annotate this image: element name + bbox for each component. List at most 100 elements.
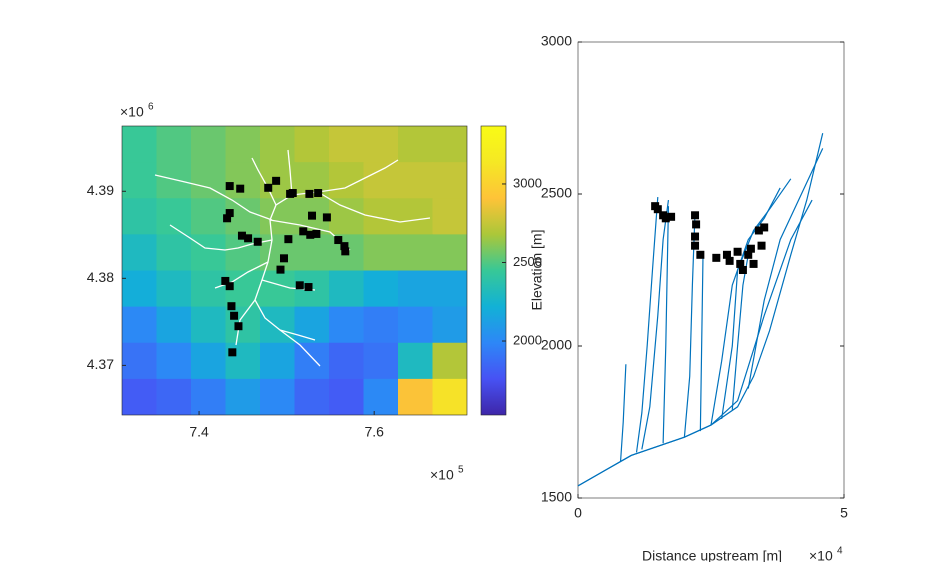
dem-cell bbox=[225, 342, 261, 380]
knickpoint bbox=[304, 283, 313, 292]
dem-cell bbox=[432, 306, 467, 344]
colorbar-tick-label: 2500 bbox=[513, 254, 542, 269]
y-tick-label: 4.37 bbox=[87, 356, 114, 372]
profile-line bbox=[699, 254, 704, 432]
knickpoint bbox=[234, 322, 243, 331]
dem-cell bbox=[329, 126, 365, 163]
river bbox=[169, 224, 273, 251]
dem-cell bbox=[363, 198, 399, 235]
colorbar-tick-label: 3000 bbox=[513, 175, 542, 190]
dem-cell bbox=[432, 342, 467, 380]
dem-cell bbox=[122, 342, 158, 380]
dem-cell bbox=[294, 306, 330, 344]
x-tick-label: 7.4 bbox=[189, 424, 209, 440]
dem-cell bbox=[260, 342, 296, 380]
dem-cell bbox=[260, 378, 296, 415]
knickpoint bbox=[299, 227, 308, 236]
profile-line bbox=[635, 196, 659, 453]
dem-cell bbox=[329, 306, 365, 344]
dem-cell bbox=[432, 162, 467, 199]
knickpoint bbox=[221, 276, 230, 285]
dem-cell bbox=[363, 162, 399, 199]
dem-cell bbox=[122, 162, 158, 199]
knickpoint bbox=[223, 214, 232, 223]
knickpoint bbox=[744, 250, 753, 259]
knickpoint bbox=[653, 205, 662, 214]
dem-cell bbox=[398, 306, 434, 344]
knickpoint bbox=[691, 232, 700, 241]
dem-cell bbox=[294, 234, 330, 272]
dem-cell bbox=[156, 306, 192, 344]
multiplier-exponent: 5 bbox=[458, 465, 464, 476]
knickpoint bbox=[692, 220, 701, 229]
x-axis-label: Distance upstream [m] bbox=[642, 548, 782, 562]
river bbox=[317, 191, 431, 223]
dem-cell bbox=[398, 126, 434, 163]
colorbar bbox=[480, 125, 507, 416]
knickpoint bbox=[749, 259, 758, 268]
knickpoint bbox=[334, 236, 343, 245]
dem-cell bbox=[432, 378, 467, 415]
dem-cell bbox=[191, 270, 227, 308]
dem-cell bbox=[329, 162, 365, 199]
dem-cell bbox=[156, 342, 192, 380]
dem-cell bbox=[398, 270, 434, 308]
river bbox=[214, 261, 269, 289]
dem-cell bbox=[156, 378, 192, 415]
dem-cell bbox=[191, 306, 227, 344]
dem-cell bbox=[122, 126, 158, 163]
dem-cell bbox=[122, 234, 158, 272]
river bbox=[154, 174, 273, 221]
knickpoint bbox=[667, 212, 676, 221]
dem-cell bbox=[122, 306, 158, 344]
dem-cell bbox=[363, 270, 399, 308]
knickpoint bbox=[691, 241, 700, 250]
dem-cell bbox=[260, 270, 296, 308]
profile-line bbox=[641, 199, 670, 450]
knickpoint bbox=[306, 230, 315, 239]
knickpoint bbox=[746, 244, 755, 253]
knickpoint bbox=[691, 211, 700, 220]
multiplier-exponent: 6 bbox=[148, 102, 154, 113]
knickpoint bbox=[722, 250, 731, 259]
knickpoint bbox=[760, 223, 769, 232]
knickpoint bbox=[314, 189, 323, 198]
dem-cell bbox=[398, 342, 434, 380]
dem-cell bbox=[363, 234, 399, 272]
y-tick-label: 2500 bbox=[541, 185, 572, 201]
dem-cell bbox=[363, 126, 399, 163]
knickpoint bbox=[712, 253, 721, 262]
knickpoint bbox=[341, 247, 350, 256]
river bbox=[251, 157, 277, 206]
knickpoint bbox=[279, 254, 288, 263]
dem-cell bbox=[122, 378, 158, 415]
knickpoint bbox=[736, 259, 745, 268]
dem bbox=[122, 126, 467, 415]
dem-cell bbox=[432, 126, 467, 163]
dem-cell bbox=[363, 378, 399, 415]
knickpoint bbox=[253, 237, 262, 246]
x-tick-label: 5 bbox=[840, 505, 848, 521]
dem-cell bbox=[191, 126, 227, 163]
dem-cell bbox=[122, 270, 158, 308]
river bbox=[279, 329, 316, 341]
dem-cell bbox=[294, 126, 330, 163]
y-tick-label: 1500 bbox=[541, 489, 572, 505]
knickpoint bbox=[305, 189, 314, 198]
y-tick-label: 3000 bbox=[541, 33, 572, 49]
dem-cell bbox=[432, 234, 467, 272]
dem-cell bbox=[156, 234, 192, 272]
dem-cell bbox=[398, 378, 434, 415]
y-tick-label: 4.39 bbox=[87, 182, 114, 198]
profile-line bbox=[619, 364, 627, 462]
knickpoint bbox=[661, 214, 670, 223]
axes-box bbox=[121, 125, 468, 416]
dem-cell bbox=[191, 342, 227, 380]
dem-cell bbox=[225, 162, 261, 199]
knickpoint bbox=[754, 226, 763, 235]
dem-cell bbox=[122, 198, 158, 235]
knickpoint bbox=[295, 281, 304, 290]
dem-cell bbox=[432, 270, 467, 308]
knickpoint bbox=[244, 234, 253, 243]
